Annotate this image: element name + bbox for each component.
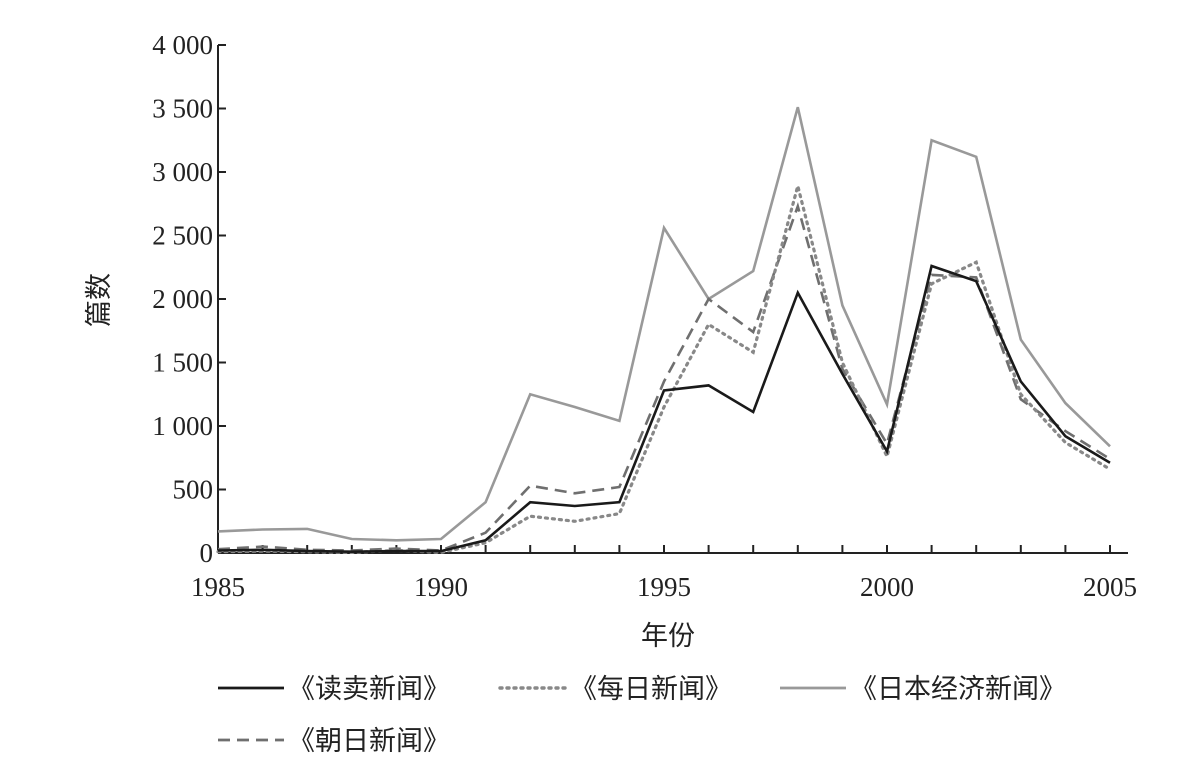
legend-label-0: 《读卖新闻》 (288, 674, 450, 704)
chart-series (216, 106, 1112, 555)
x-tick-label: 1995 (637, 572, 691, 602)
series-line-3 (217, 201, 1111, 552)
x-tick-label: 2005 (1083, 572, 1137, 602)
y-tick-label: 3 000 (152, 157, 213, 187)
chart-axes (217, 44, 1128, 554)
y-tick-label: 2 000 (152, 284, 213, 314)
x-tick-label: 1990 (414, 572, 468, 602)
y-tick-label: 1 500 (152, 348, 213, 378)
chart-tick-labels: 0 500 1 000 1 500 2 000 2 500 3 000 3 500 4 000 1… (152, 30, 1137, 602)
x-tick-label: 2000 (860, 572, 914, 602)
y-tick-label: 2 500 (152, 221, 213, 251)
x-tick-label: 1985 (191, 572, 245, 602)
series-line-0 (217, 264, 1111, 554)
legend-label-3: 《朝日新闻》 (288, 726, 450, 756)
y-tick-label: 500 (173, 475, 214, 505)
x-axis-title: 年份 (641, 621, 695, 651)
y-tick-label: 3 500 (152, 94, 213, 124)
y-tick-label: 4 000 (152, 30, 213, 60)
y-tick-label: 1 000 (152, 411, 213, 441)
y-axis-title: 篇数 (84, 273, 114, 327)
legend-label-1: 《每日新闻》 (570, 674, 732, 704)
y-tick-label: 0 (200, 538, 214, 568)
series-line-2 (217, 106, 1111, 542)
series-line-1 (216, 179, 1112, 555)
chart-legend: 《读卖新闻》 《每日新闻》 《日本经济新闻》《朝日新闻》 (218, 674, 1066, 756)
legend-label-2: 《日本经济新闻》 (850, 674, 1066, 704)
